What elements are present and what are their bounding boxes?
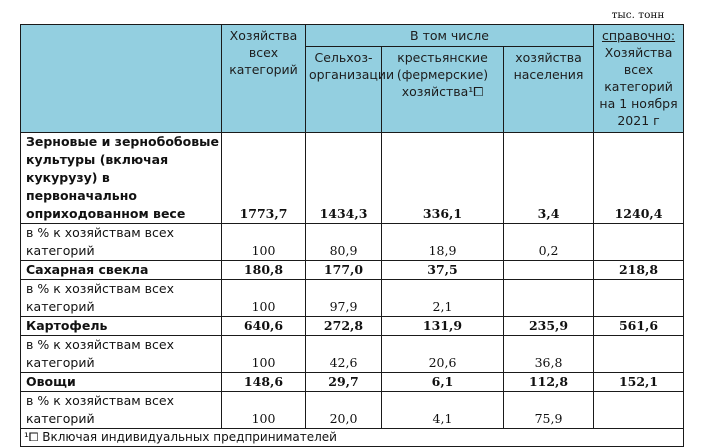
cell-farm: 37,5 (381, 260, 504, 280)
row-label: в % к хозяйствам всех категорий (20, 391, 222, 429)
cell-ref: 1240,4 (593, 132, 685, 224)
cell-house: 235,9 (502, 316, 595, 336)
cell-all: 640,6 (221, 316, 306, 336)
cell-agri: 29,7 (305, 372, 382, 392)
table-row-grain: Зерновые и зернобобовые культуры (включа… (20, 132, 685, 224)
footnote: ¹⧠ Включая индивидуальных предпринимател… (19, 428, 685, 447)
cell-agri: 1434,3 (305, 132, 382, 224)
table-row-sugar-beet: Сахарная свекла 180,8 177,0 37,5 218,8 (20, 260, 685, 280)
cell-all: 100 (221, 335, 306, 373)
cell-farm: 6,1 (381, 372, 504, 392)
cell-all: 100 (221, 391, 306, 429)
table-row-potato-pct: в % к хозяйствам всех категорий 100 42,6… (20, 335, 685, 373)
harvest-table: Хозяйства всех категорий В том числе спр… (19, 24, 685, 447)
cell-farm: 131,9 (381, 316, 504, 336)
table-row-vegetables: Овощи 148,6 29,7 6,1 112,8 152,1 (20, 372, 685, 392)
cell-house (502, 260, 595, 280)
row-label: Зерновые и зернобобовые культуры (включа… (20, 132, 222, 224)
header-row-2: Сельхоз-организации крестьянские (фермер… (21, 46, 684, 133)
cell-house: 36,8 (502, 335, 595, 373)
cell-ref: 561,6 (593, 316, 685, 336)
cell-house (502, 279, 595, 317)
cell-house: 112,8 (502, 372, 595, 392)
cell-ref (593, 391, 685, 429)
table-row-potato: Картофель 640,6 272,8 131,9 235,9 561,6 (20, 316, 685, 336)
cell-farm: 336,1 (381, 132, 504, 224)
cell-ref: 218,8 (593, 260, 685, 280)
cell-agri: 177,0 (305, 260, 382, 280)
row-label: в % к хозяйствам всех категорий (20, 335, 222, 373)
cell-ref (593, 223, 685, 261)
row-label: Сахарная свекла (20, 260, 222, 280)
row-label: в % к хозяйствам всех категорий (20, 279, 222, 317)
row-label: Картофель (20, 316, 222, 336)
cell-ref (593, 335, 685, 373)
unit-label: тыс. тонн (611, 9, 665, 21)
header-farm: крестьянские (фермерские) хозяйства¹⧠ (381, 46, 504, 133)
table-row-grain-pct: в % к хозяйствам всех категорий 100 80,9… (20, 223, 685, 261)
row-label: в % к хозяйствам всех категорий (20, 223, 222, 261)
cell-agri: 80,9 (305, 223, 382, 261)
header-households: хозяйства населения (502, 46, 595, 133)
row-label: Овощи (20, 372, 222, 392)
reference-title: справочно: (601, 28, 676, 43)
cell-ref: 152,1 (593, 372, 685, 392)
cell-house: 3,4 (502, 132, 595, 224)
footnote-row: ¹⧠ Включая индивидуальных предпринимател… (19, 428, 685, 447)
table-row-sugar-beet-pct: в % к хозяйствам всех категорий 100 97,9… (20, 279, 685, 317)
cell-all: 148,6 (221, 372, 306, 392)
header-row-1: Хозяйства всех категорий В том числе спр… (20, 24, 685, 133)
cell-all: 1773,7 (221, 132, 306, 224)
cell-house: 75,9 (502, 391, 595, 429)
cell-all: 100 (221, 223, 306, 261)
header-group-including: В том числе (304, 24, 595, 47)
cell-agri: 272,8 (305, 316, 382, 336)
reference-subtitle: Хозяйства всех категорий на 1 ноября 202… (599, 45, 678, 128)
cell-agri: 97,9 (305, 279, 382, 317)
cell-agri: 20,0 (305, 391, 382, 429)
cell-all: 180,8 (221, 260, 306, 280)
header-all-categories: Хозяйства всех категорий (221, 24, 306, 133)
cell-farm: 20,6 (381, 335, 504, 373)
cell-all: 100 (221, 279, 306, 317)
cell-ref (593, 279, 685, 317)
table-row-vegetables-pct: в % к хозяйствам всех категорий 100 20,0… (20, 391, 685, 429)
cell-agri: 42,6 (305, 335, 382, 373)
cell-farm: 4,1 (381, 391, 504, 429)
cell-farm: 2,1 (381, 279, 504, 317)
cell-house: 0,2 (502, 223, 595, 261)
header-agri-org: Сельхоз-организации (305, 46, 394, 133)
cell-farm: 18,9 (381, 223, 504, 261)
header-blank-cell (20, 24, 222, 133)
header-reference: справочно: Хозяйства всех категорий на 1… (593, 24, 685, 133)
